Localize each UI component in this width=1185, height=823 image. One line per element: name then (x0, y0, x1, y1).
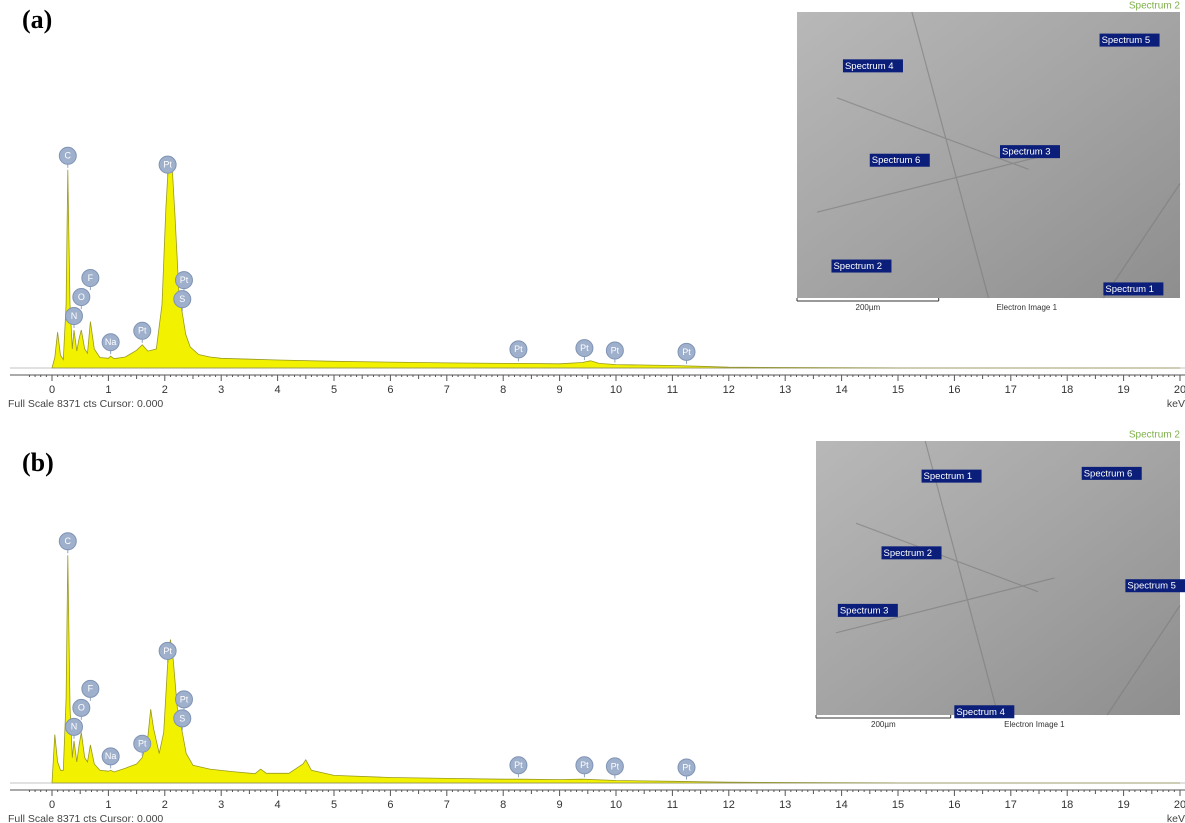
inset-title: Spectrum 2 (1129, 430, 1181, 441)
spot-label: Spectrum 6 (1084, 468, 1133, 479)
spot-label: Spectrum 3 (840, 605, 889, 616)
x-tick-label: 3 (218, 799, 224, 811)
element-label: Pt (163, 646, 172, 656)
spot-label: Spectrum 4 (956, 707, 1005, 718)
inset-caption: Electron Image 1 (997, 303, 1058, 312)
x-tick-label: 10 (610, 799, 622, 811)
x-tick-label: 12 (723, 799, 735, 811)
x-tick-label: 5 (331, 384, 337, 396)
spot-label: Spectrum 3 (1002, 147, 1051, 158)
x-tick-label: 6 (387, 799, 393, 811)
x-tick-label: 7 (444, 384, 450, 396)
element-label: Na (105, 337, 117, 347)
x-tick-label: 14 (835, 799, 847, 811)
x-tick-label: 11 (667, 799, 678, 811)
element-label: S (179, 713, 185, 723)
element-label: Pt (514, 344, 523, 354)
x-tick-label: 2 (162, 799, 168, 811)
x-tick-label: 10 (610, 384, 622, 396)
footer: Full Scale 8371 cts Cursor: 0.000 (8, 813, 163, 823)
footer: Full Scale 8371 cts Cursor: 0.000 (8, 398, 163, 410)
element-label: Pt (682, 762, 691, 772)
x-tick-label: 1 (105, 799, 111, 811)
element-label: Pt (180, 275, 189, 285)
x-tick-label: 13 (779, 799, 791, 811)
x-tick-label: 19 (1117, 384, 1129, 396)
element-label: Pt (580, 343, 589, 353)
element-label: Pt (611, 761, 620, 771)
spot-label: Spectrum 5 (1102, 35, 1151, 46)
element-label: F (88, 684, 94, 694)
x-tick-label: 16 (948, 799, 960, 811)
x-unit: keV (1167, 398, 1185, 410)
x-tick-label: 0 (49, 799, 55, 811)
x-tick-label: 6 (387, 384, 393, 396)
x-tick-label: 2 (162, 384, 168, 396)
x-tick-label: 4 (275, 384, 281, 396)
x-tick-label: 0 (49, 384, 55, 396)
scale-label: 200µm (856, 303, 881, 312)
element-label: Na (105, 751, 117, 761)
x-tick-label: 20 (1174, 799, 1185, 811)
x-tick-label: 18 (1061, 799, 1073, 811)
sem-image (816, 441, 1180, 715)
element-label: O (78, 703, 85, 713)
x-tick-label: 1 (105, 384, 111, 396)
element-label: S (179, 294, 185, 304)
x-tick-label: 5 (331, 799, 337, 811)
inset-caption: Electron Image 1 (1004, 720, 1065, 729)
spot-label: Spectrum 1 (1105, 284, 1154, 295)
element-label: Pt (580, 760, 589, 770)
element-label: Pt (682, 347, 691, 357)
spot-label: Spectrum 2 (884, 548, 933, 559)
x-tick-label: 8 (500, 384, 506, 396)
panel-label: (a) (22, 5, 52, 34)
x-tick-label: 4 (275, 799, 281, 811)
x-tick-label: 20 (1174, 384, 1185, 396)
element-label: N (71, 722, 78, 732)
element-label: Pt (611, 345, 620, 355)
panel-label: (b) (22, 448, 54, 477)
x-tick-label: 17 (1005, 384, 1017, 396)
x-tick-label: 19 (1117, 799, 1129, 811)
figure: (a)01234567891011121314151617181920Full … (0, 0, 1185, 823)
x-tick-label: 9 (557, 799, 563, 811)
x-tick-label: 15 (892, 384, 904, 396)
scale-label: 200µm (871, 720, 896, 729)
element-label: C (65, 536, 72, 546)
x-tick-label: 3 (218, 384, 224, 396)
element-label: C (65, 151, 72, 161)
x-tick-label: 16 (948, 384, 960, 396)
spot-label: Spectrum 2 (833, 261, 882, 272)
x-tick-label: 7 (444, 799, 450, 811)
x-tick-label: 13 (779, 384, 791, 396)
x-tick-label: 8 (500, 799, 506, 811)
element-label: O (78, 292, 85, 302)
x-tick-label: 18 (1061, 384, 1073, 396)
x-unit: keV (1167, 813, 1185, 823)
element-label: Pt (514, 760, 523, 770)
element-label: Pt (163, 160, 172, 170)
x-tick-label: 12 (723, 384, 735, 396)
spot-label: Spectrum 6 (872, 155, 921, 166)
x-tick-label: 17 (1005, 799, 1017, 811)
x-tick-label: 9 (557, 384, 563, 396)
element-label: F (88, 273, 94, 283)
x-tick-label: 11 (667, 384, 678, 396)
spot-label: Spectrum 4 (845, 61, 894, 72)
spot-label: Spectrum 1 (924, 471, 973, 482)
x-tick-label: 15 (892, 799, 904, 811)
spot-label: Spectrum 5 (1127, 581, 1176, 592)
element-label: Pt (138, 326, 147, 336)
element-label: Pt (138, 739, 147, 749)
element-label: Pt (180, 694, 189, 704)
element-label: N (71, 311, 78, 321)
inset-title: Spectrum 2 (1129, 1, 1181, 12)
x-tick-label: 14 (835, 384, 847, 396)
